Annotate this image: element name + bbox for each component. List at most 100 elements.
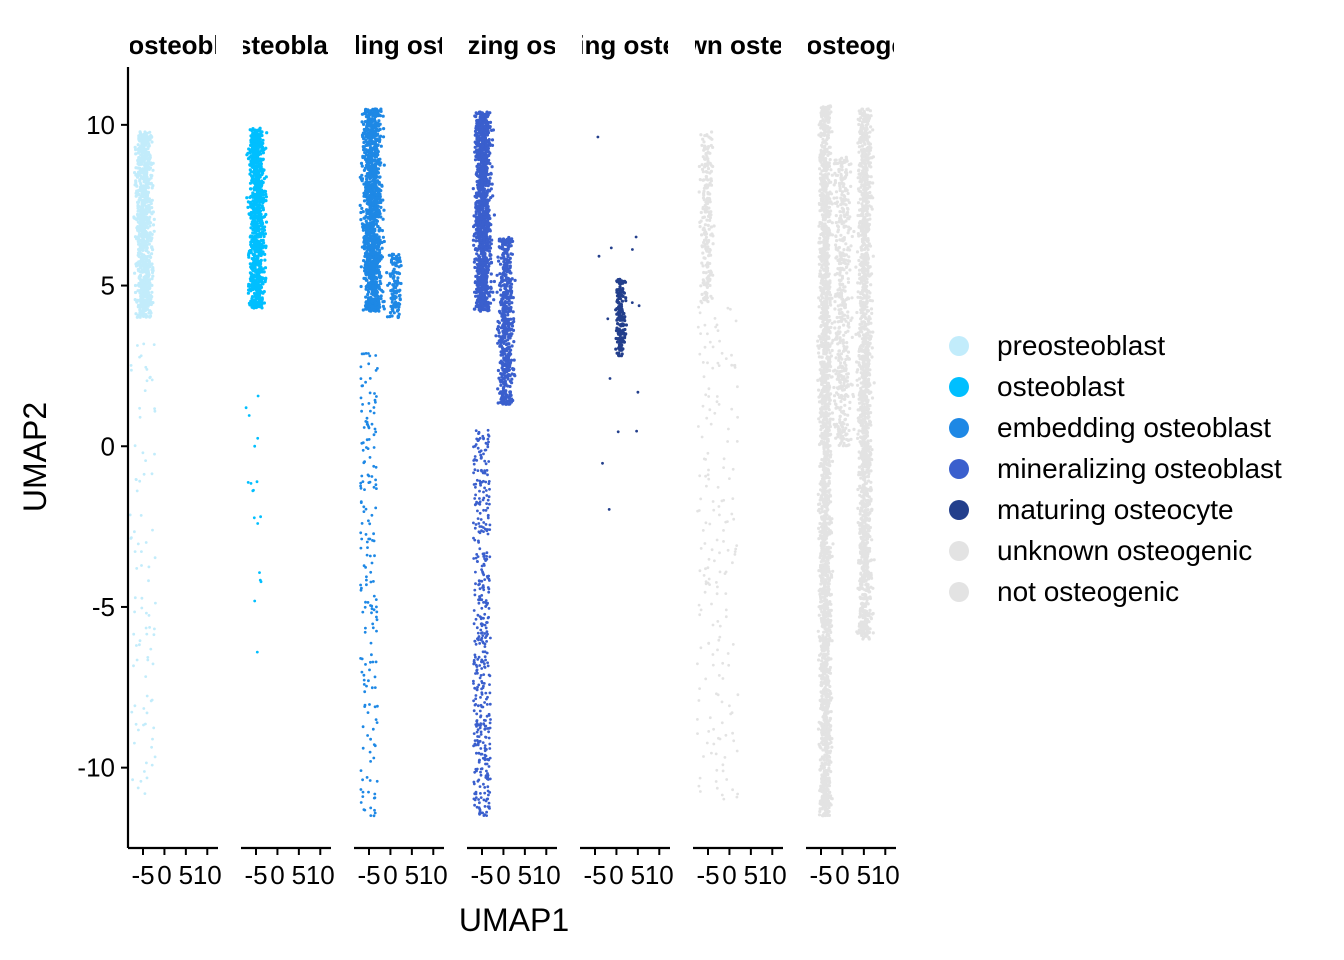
data-point <box>373 675 377 679</box>
data-point <box>473 145 477 149</box>
data-point <box>366 215 370 219</box>
data-point <box>148 265 152 269</box>
data-point <box>366 601 370 604</box>
x-tick-label: 10 <box>193 860 222 890</box>
data-point <box>359 284 363 289</box>
data-point <box>142 171 146 176</box>
data-point <box>140 280 144 284</box>
data-point <box>146 303 150 307</box>
data-point <box>263 189 268 194</box>
data-point <box>257 174 262 179</box>
data-point <box>374 192 378 196</box>
data-point <box>248 303 252 307</box>
data-point <box>479 248 483 252</box>
data-point <box>133 283 138 288</box>
data-point <box>376 299 381 303</box>
data-point <box>142 472 146 476</box>
data-point <box>365 540 369 544</box>
data-point <box>369 269 373 274</box>
data-point <box>252 302 256 306</box>
data-point <box>379 189 383 193</box>
data-point <box>148 154 152 158</box>
data-point <box>488 151 492 155</box>
data-point <box>133 741 136 745</box>
panel-points <box>128 130 157 795</box>
data-point <box>374 465 378 469</box>
data-point <box>361 308 365 312</box>
data-point <box>145 200 150 204</box>
data-point <box>372 532 375 536</box>
data-point <box>145 611 148 615</box>
data-point <box>257 289 261 294</box>
data-point <box>254 254 258 258</box>
data-point <box>139 182 143 186</box>
data-point <box>367 790 370 794</box>
data-point <box>489 260 493 265</box>
data-point <box>364 420 368 423</box>
data-point <box>136 542 140 546</box>
data-point <box>147 579 150 583</box>
data-point <box>359 265 363 269</box>
data-point <box>145 314 149 318</box>
data-point <box>140 550 143 553</box>
data-point <box>263 214 267 219</box>
data-point <box>481 212 485 216</box>
data-point <box>368 554 372 558</box>
data-point <box>366 473 370 477</box>
data-point <box>260 130 264 134</box>
data-point <box>370 607 374 611</box>
data-point <box>375 721 379 724</box>
data-point <box>136 214 140 218</box>
data-point <box>378 226 382 230</box>
data-point <box>377 235 381 239</box>
data-point <box>150 283 154 287</box>
data-point <box>256 250 260 254</box>
data-point <box>257 180 261 184</box>
data-point <box>250 263 254 267</box>
facet-panel: mineralizing osteoblast-5 0 5 10 <box>467 30 561 890</box>
data-point <box>256 268 260 272</box>
data-point <box>363 488 366 491</box>
data-point <box>390 254 394 258</box>
data-point <box>395 271 399 275</box>
data-point <box>136 143 140 147</box>
data-point <box>249 159 253 163</box>
data-point <box>511 317 516 321</box>
data-point <box>148 293 153 297</box>
data-point <box>360 173 364 177</box>
data-point <box>367 438 371 441</box>
data-point <box>134 217 138 221</box>
data-point <box>148 221 153 225</box>
data-point <box>262 234 266 239</box>
data-point <box>137 188 141 193</box>
data-point <box>398 298 402 302</box>
data-point <box>372 250 377 254</box>
data-point <box>359 583 362 587</box>
data-point <box>485 201 489 205</box>
data-point <box>363 690 367 694</box>
data-point <box>368 391 372 395</box>
data-point <box>361 725 365 729</box>
data-point <box>359 377 363 380</box>
data-point <box>256 165 260 169</box>
data-point <box>147 197 151 201</box>
data-point <box>375 629 378 633</box>
data-point <box>390 256 394 261</box>
data-point <box>370 174 374 178</box>
data-point <box>366 197 370 201</box>
data-point <box>132 664 135 668</box>
data-point <box>483 212 488 216</box>
data-point <box>149 647 153 651</box>
data-point <box>506 345 510 350</box>
data-point <box>137 173 141 177</box>
data-point <box>261 138 265 142</box>
data-point <box>249 482 253 485</box>
data-point <box>366 143 370 147</box>
data-point <box>248 195 252 199</box>
data-point <box>488 120 493 124</box>
data-point <box>138 355 142 359</box>
data-point <box>372 796 376 800</box>
data-point <box>253 241 257 245</box>
